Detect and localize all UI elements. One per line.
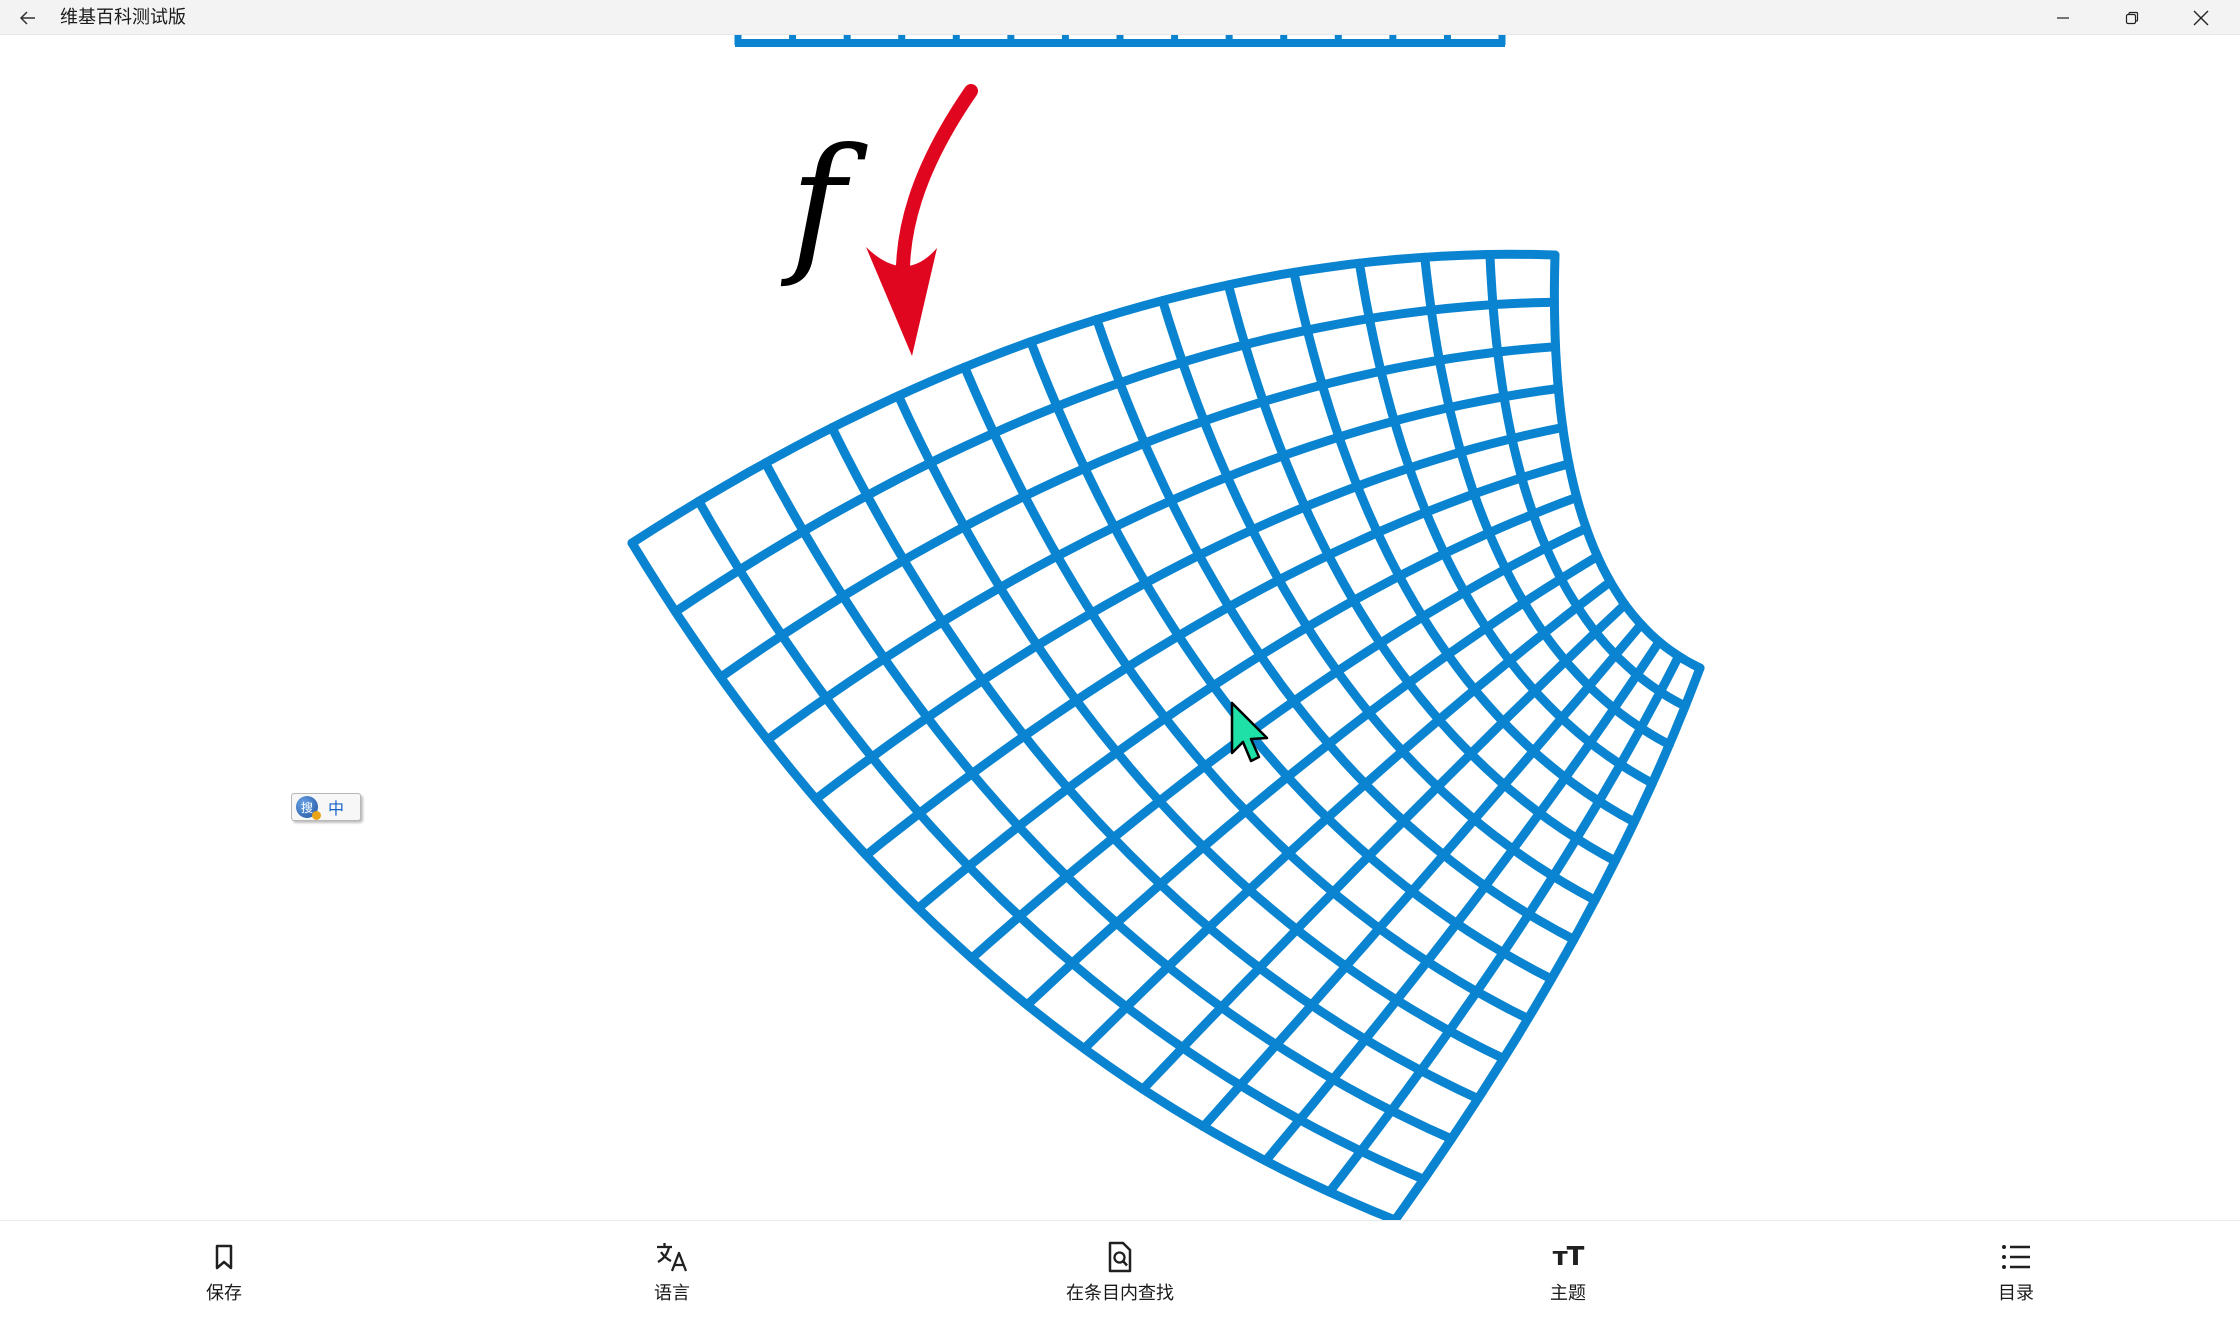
ime-status-widget[interactable]: 搜 中	[291, 793, 361, 821]
maximize-button[interactable]	[2097, 0, 2166, 35]
save-label: 保存	[206, 1283, 242, 1304]
warped-grid	[627, 249, 1705, 1220]
grid-line-arc	[716, 342, 1560, 682]
grid-line-arc	[913, 492, 1582, 913]
contents-button[interactable]: 目录	[1906, 1221, 2126, 1328]
save-button[interactable]: 保存	[114, 1221, 334, 1328]
find-in-page-label: 在条目内查找	[1066, 1283, 1174, 1304]
grid-line-arc	[1390, 663, 1705, 1220]
contents-label: 目录	[1998, 1283, 2034, 1304]
back-button[interactable]	[14, 4, 41, 31]
sogou-ime-icon: 搜	[296, 796, 321, 820]
grid-line-arc	[1079, 577, 1615, 1054]
restore-icon	[2125, 11, 2138, 24]
source-grid-edge	[734, 35, 1506, 47]
language-button[interactable]: 语言	[562, 1221, 782, 1328]
grid-line-arc	[1198, 620, 1646, 1132]
close-button[interactable]	[2166, 0, 2235, 35]
grid-line-radial	[1026, 337, 1556, 984]
ime-language-indicator[interactable]: 中	[328, 799, 345, 818]
bookmark-icon	[206, 1239, 242, 1275]
red-arrow-icon	[866, 84, 978, 356]
minimize-icon	[2056, 16, 2069, 19]
find-in-page-icon	[1102, 1239, 1138, 1275]
grid-line-arc	[967, 523, 1591, 963]
language-label: 语言	[654, 1283, 690, 1304]
title-bar: 维基百科测试版	[0, 0, 2240, 35]
list-icon	[1998, 1239, 2034, 1275]
grid-line-arc	[1261, 637, 1664, 1166]
grid-line-arc	[1138, 600, 1630, 1094]
bottom-toolbar: 保存 语言 在条目内查找 тT 主题	[0, 1220, 2240, 1328]
window-title: 维基百科测试版	[60, 7, 186, 28]
grid-line-arc	[762, 384, 1563, 745]
grid-line-arc	[627, 249, 1560, 548]
grid-line-arc	[1324, 651, 1684, 1197]
article-content[interactable]: f 搜 中	[0, 35, 2240, 1220]
grid-line-arc	[811, 423, 1568, 804]
minimize-button[interactable]	[2028, 0, 2097, 35]
translate-icon	[654, 1239, 690, 1275]
close-icon	[2193, 10, 2208, 25]
conformal-map-figure: f	[627, 35, 1705, 1220]
grid-line-radial	[893, 391, 1509, 1064]
grid-line-radial	[694, 496, 1429, 1184]
find-in-page-button[interactable]: 在条目内查找	[1010, 1221, 1230, 1328]
mouse-cursor-icon	[1230, 701, 1269, 763]
theme-label: 主题	[1550, 1283, 1586, 1304]
function-label: f	[780, 117, 868, 291]
grid-line-arc	[861, 459, 1574, 860]
back-arrow-icon	[19, 10, 35, 25]
theme-button[interactable]: тT 主题	[1458, 1221, 1678, 1328]
grid-line-arc	[670, 297, 1559, 617]
grid-line-arc	[1022, 551, 1602, 1010]
text-size-icon: тT	[1552, 1242, 1585, 1272]
